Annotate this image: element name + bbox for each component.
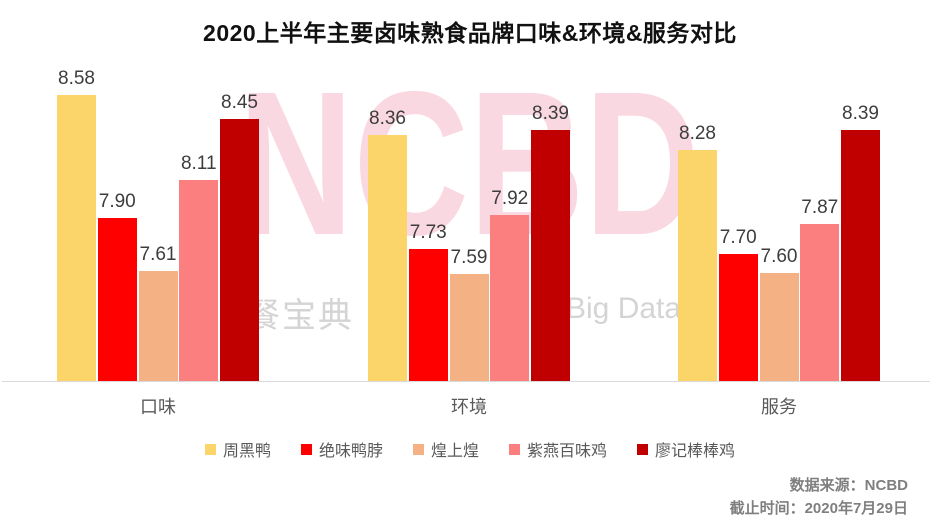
bar-value-label: 8.45	[221, 91, 258, 113]
bar-value-label: 7.73	[409, 222, 447, 243]
bar-slot: 7.59	[449, 247, 489, 381]
plot-area: 8.58 7.90 7.61 8.11 8.45 8.36 7.73 7.59 7.92 8.39…	[0, 68, 940, 381]
bar-slot: 8.39	[841, 103, 880, 381]
bar-group-口味: 8.58 7.90 7.61 8.11 8.45	[57, 68, 259, 381]
bar-value-label: 8.28	[679, 122, 716, 144]
legend-item-周黑鸭: 周黑鸭	[204, 437, 271, 461]
bar-slot: 8.58	[57, 68, 96, 381]
bar-紫燕百味鸡-服务	[800, 223, 840, 381]
watermark-bigdata-text: Big Data	[566, 292, 682, 325]
bar-slot: 8.28	[678, 123, 717, 381]
source-block: 数据来源：NCBD 截止时间：2020年7月29日	[730, 474, 908, 520]
bar-value-label: 8.39	[842, 102, 879, 124]
category-label-服务: 服务	[761, 397, 797, 417]
bar-value-label: 7.87	[801, 196, 839, 218]
bar-value-label: 8.36	[369, 108, 406, 130]
legend-label: 廖记棒棒鸡	[655, 443, 736, 460]
bar-slot: 7.90	[97, 191, 137, 381]
bar-value-label: 7.70	[719, 227, 757, 249]
bar-slot: 7.92	[490, 187, 530, 381]
legend-item-紫燕百味鸡: 紫燕百味鸡	[509, 437, 607, 461]
bar-廖记棒棒鸡-口味	[220, 118, 259, 381]
bar-slot: 8.45	[220, 92, 259, 381]
legend-swatch-icon	[300, 443, 312, 455]
category-label-口味: 口味	[140, 397, 176, 417]
legend: 周黑鸭 绝味鸭脖 煌上煌 紫燕百味鸡 廖记棒棒鸡	[0, 437, 940, 461]
bar-value-label: 8.11	[180, 153, 217, 175]
bar-廖记棒棒鸡-服务	[841, 129, 880, 381]
bar-煌上煌-环境	[449, 274, 489, 381]
bar-slot: 7.70	[718, 227, 758, 381]
legend-swatch-icon	[204, 443, 216, 455]
bar-绝味鸭脖-环境	[408, 249, 448, 381]
bar-廖记棒棒鸡-环境	[531, 129, 570, 381]
bar-value-label: 7.59	[450, 247, 488, 269]
bar-value-label: 7.92	[491, 187, 529, 209]
bar-value-label: 7.60	[760, 245, 798, 267]
bar-group-服务: 8.28 7.70 7.60 7.87 8.39	[678, 70, 880, 381]
chart-title: 2020上半年主要卤味熟食品牌口味&环境&服务对比	[203, 20, 737, 46]
legend-item-绝味鸭脖: 绝味鸭脖	[300, 437, 383, 461]
bar-绝味鸭脖-服务	[718, 254, 758, 381]
watermark-chinese-text: 餐宝典	[246, 297, 354, 335]
bar-value-label: 8.58	[58, 68, 95, 90]
bar-slot: 8.11	[179, 153, 219, 381]
x-axis-line	[2, 381, 930, 382]
bar-value-label: 7.61	[139, 243, 177, 265]
bar-紫燕百味鸡-环境	[490, 214, 530, 381]
category-label-环境: 环境	[451, 397, 487, 417]
bar-周黑鸭-环境	[368, 135, 407, 381]
bar-slot: 7.73	[408, 222, 448, 381]
source-line: 数据来源：NCBD	[789, 477, 908, 494]
bar-绝味鸭脖-口味	[97, 218, 137, 381]
legend-label: 周黑鸭	[222, 443, 271, 460]
legend-label: 绝味鸭脖	[318, 443, 383, 460]
legend-label: 煌上煌	[430, 443, 479, 460]
bar-slot: 8.36	[368, 108, 407, 381]
legend-swatch-icon	[637, 443, 649, 455]
bar-slot: 8.39	[531, 103, 570, 381]
bar-value-label: 7.90	[98, 191, 136, 213]
watermark-ncbd-text: NCBD	[238, 49, 700, 278]
legend-swatch-icon	[412, 443, 424, 455]
bar-slot: 7.60	[759, 245, 799, 381]
legend-item-廖记棒棒鸡: 廖记棒棒鸡	[637, 437, 735, 461]
cutoff-line: 截止时间：2020年7月29日	[729, 500, 908, 517]
bar-周黑鸭-服务	[678, 149, 717, 381]
bar-煌上煌-服务	[759, 272, 799, 381]
legend-label: 紫燕百味鸡	[527, 443, 608, 460]
bar-value-label: 8.39	[532, 102, 569, 124]
bar-煌上煌-口味	[138, 270, 178, 381]
bar-slot: 7.61	[138, 243, 178, 381]
legend-swatch-icon	[509, 443, 520, 455]
bar-group-环境: 8.36 7.73 7.59 7.92 8.39	[368, 70, 570, 381]
legend-item-煌上煌: 煌上煌	[412, 437, 479, 461]
bar-紫燕百味鸡-口味	[179, 180, 219, 381]
bar-周黑鸭-口味	[57, 95, 96, 381]
bar-slot: 7.87	[800, 196, 840, 381]
